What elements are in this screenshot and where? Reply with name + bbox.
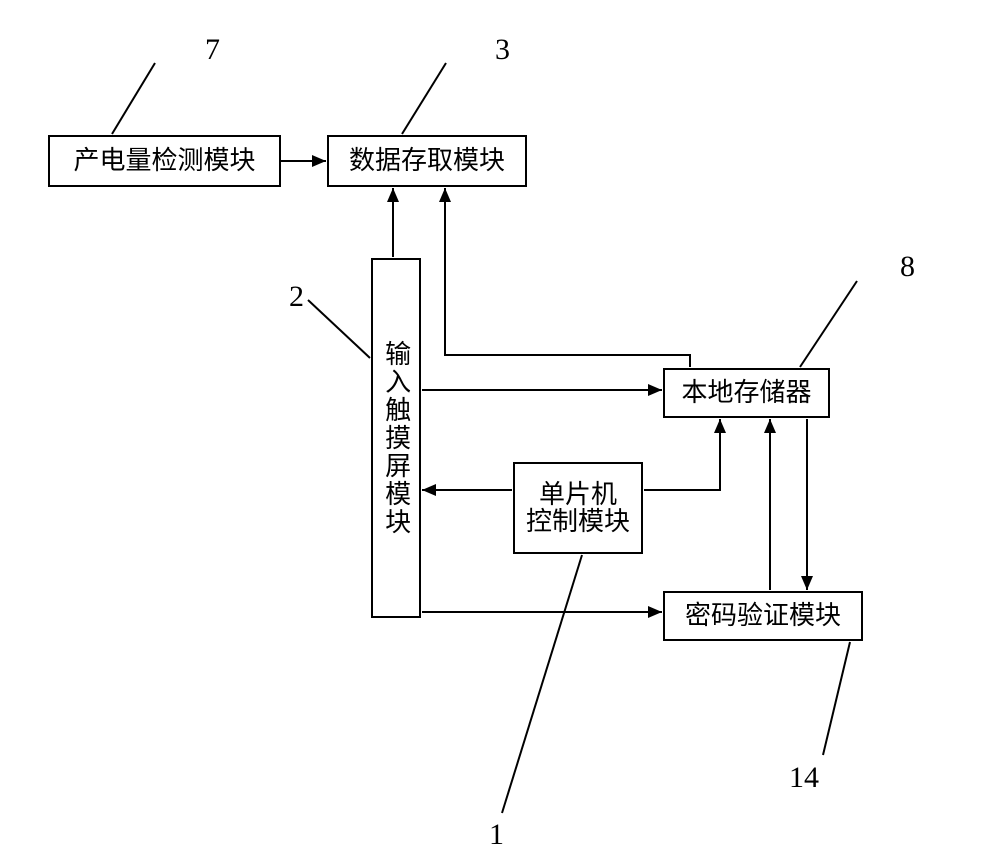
callout-3: 3 <box>495 33 510 67</box>
callout-2: 2 <box>289 280 304 314</box>
callout-8: 8 <box>900 250 915 284</box>
node-data-access: 数据存取模块 <box>327 135 527 187</box>
connector-layer <box>0 0 1000 867</box>
callout-7: 7 <box>205 33 220 67</box>
node-label: 产电量检测模块 <box>73 147 255 174</box>
node-label: 本地存储器 <box>681 379 811 406</box>
node-mcu-control: 单片机 控制模块 <box>513 462 643 554</box>
node-label: 密码验证模块 <box>685 602 841 629</box>
node-label: 单片机 控制模块 <box>526 481 630 536</box>
node-password-verify: 密码验证模块 <box>663 591 863 641</box>
callout-1: 1 <box>489 818 504 852</box>
node-label: 数据存取模块 <box>349 147 505 174</box>
node-touchscreen-input: 输入触摸屏模块 <box>371 258 421 618</box>
callout-14: 14 <box>789 761 819 795</box>
node-local-storage: 本地存储器 <box>663 368 830 418</box>
node-power-detection: 产电量检测模块 <box>48 135 281 187</box>
node-label: 输入触摸屏模块 <box>382 340 409 536</box>
diagram-canvas: 产电量检测模块 数据存取模块 输入触摸屏模块 单片机 控制模块 本地存储器 密码… <box>0 0 1000 867</box>
